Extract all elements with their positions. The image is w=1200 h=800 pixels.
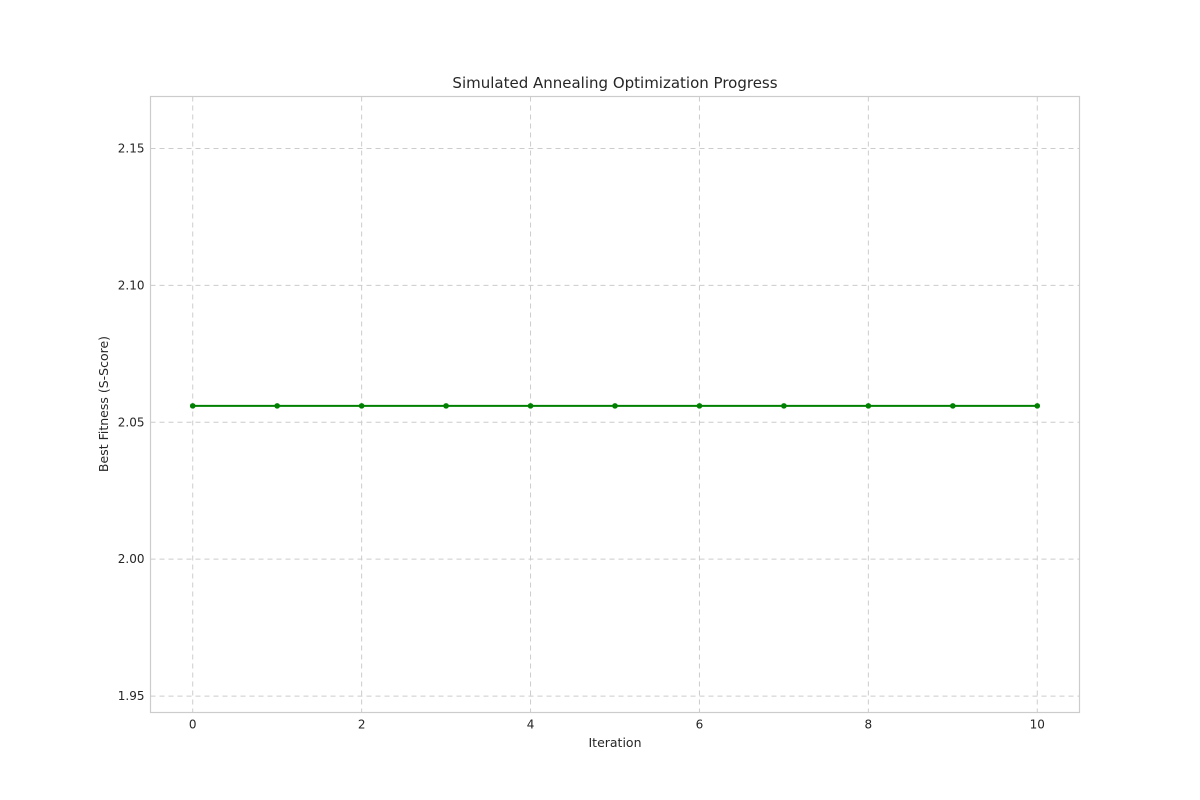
x-tick-labels: 0 2 4 6 8 10 bbox=[189, 718, 1045, 732]
y-tick-labels: 1.95 2.00 2.05 2.10 2.15 bbox=[118, 142, 145, 704]
x-tick-label: 8 bbox=[865, 718, 873, 732]
chart-title: Simulated Annealing Optimization Progres… bbox=[452, 74, 777, 92]
data-point bbox=[781, 403, 787, 409]
data-point bbox=[189, 403, 196, 409]
data-point bbox=[443, 403, 449, 409]
x-tick-label: 6 bbox=[696, 718, 704, 732]
y-tick-label: 2.00 bbox=[118, 552, 145, 566]
data-point bbox=[612, 403, 618, 409]
y-tick-label: 2.10 bbox=[118, 278, 145, 292]
y-tick-label: 1.95 bbox=[118, 689, 145, 703]
data-point bbox=[696, 403, 703, 409]
data-point bbox=[358, 403, 365, 409]
x-tick-label: 2 bbox=[358, 718, 366, 732]
series-layer bbox=[189, 403, 1041, 409]
x-tick-label: 10 bbox=[1030, 718, 1045, 732]
x-tick-label: 0 bbox=[189, 718, 197, 732]
x-axis-label: Iteration bbox=[588, 735, 641, 750]
plot-frame bbox=[149, 95, 1081, 714]
x-tick-label: 4 bbox=[527, 718, 535, 732]
data-point bbox=[527, 403, 534, 409]
data-point bbox=[865, 403, 872, 409]
y-axis-label: Best Fitness (S-Score) bbox=[96, 336, 111, 472]
data-point bbox=[1034, 403, 1041, 409]
y-tick-label: 2.05 bbox=[118, 415, 145, 429]
data-point bbox=[950, 403, 956, 409]
data-point bbox=[274, 403, 280, 409]
y-tick-label: 2.15 bbox=[118, 142, 145, 156]
